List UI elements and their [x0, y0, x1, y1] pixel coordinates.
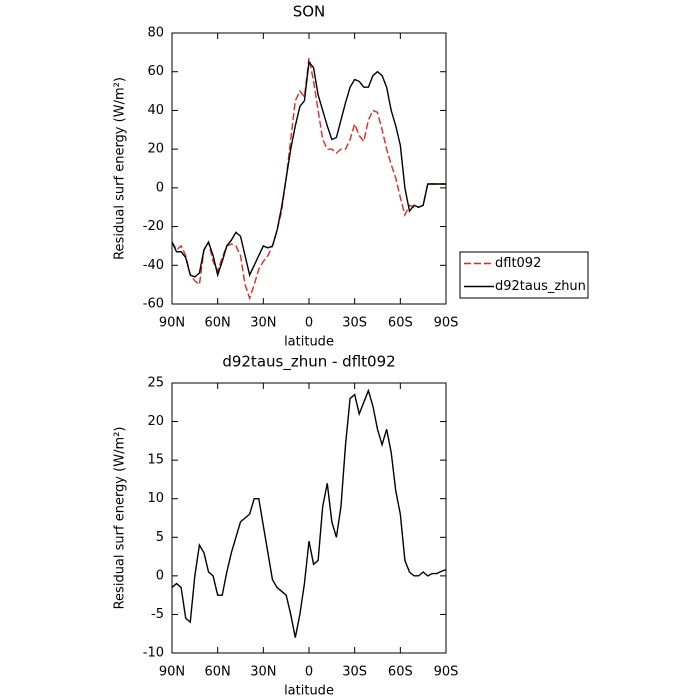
y-tick-label: 40	[147, 103, 164, 118]
y-tick-label: -10	[143, 646, 164, 661]
y-tick-label: 15	[147, 453, 164, 468]
y-tick-label: 20	[147, 142, 164, 157]
y-tick-label: 20	[147, 414, 164, 429]
x-tick-label: 90S	[434, 316, 459, 331]
chart-title: d92taus_zhun - dflt092	[222, 353, 395, 372]
x-tick-label: 60N	[205, 665, 231, 680]
x-tick-label: 30S	[342, 665, 367, 680]
legend-box	[459, 251, 589, 299]
y-tick-label: 0	[156, 568, 164, 583]
series-line	[171, 60, 446, 278]
y-axis-label: Residual surf energy (W/m²)	[113, 427, 128, 610]
x-tick-label: 60S	[388, 665, 413, 680]
series-line	[171, 58, 446, 301]
y-tick-label: 0	[156, 180, 164, 195]
y-tick-label: -40	[143, 258, 164, 273]
x-tick-label: 30N	[250, 316, 276, 331]
x-tick-label: 60S	[388, 316, 413, 331]
y-tick-label: 5	[156, 530, 164, 545]
y-axis-label: Residual surf energy (W/m²)	[113, 77, 128, 260]
y-tick-label: 25	[147, 376, 164, 391]
x-tick-label: 0	[305, 316, 313, 331]
y-tick-label: -60	[143, 297, 164, 312]
x-tick-label: 60N	[205, 316, 231, 331]
x-tick-label: 90S	[434, 665, 459, 680]
x-tick-label: 0	[305, 665, 313, 680]
series-line	[171, 388, 447, 638]
x-tick-label: 90N	[159, 665, 185, 680]
chart-title: SON	[293, 3, 326, 21]
y-tick-label: 80	[147, 26, 164, 41]
x-tick-label: 30S	[342, 316, 367, 331]
y-tick-label: -5	[151, 607, 164, 622]
plot-frame	[171, 382, 447, 654]
legend-label: dflt092	[495, 256, 541, 271]
y-tick-label: -20	[143, 219, 164, 234]
y-tick-label: 60	[147, 64, 164, 79]
x-axis-label: latitude	[284, 684, 334, 699]
x-axis-label: latitude	[284, 335, 334, 350]
legend-label: d92taus_zhun	[495, 279, 586, 294]
x-tick-label: 90N	[159, 316, 185, 331]
plot-frame	[171, 32, 447, 305]
y-tick-label: 10	[147, 491, 164, 506]
x-tick-label: 30N	[250, 665, 276, 680]
